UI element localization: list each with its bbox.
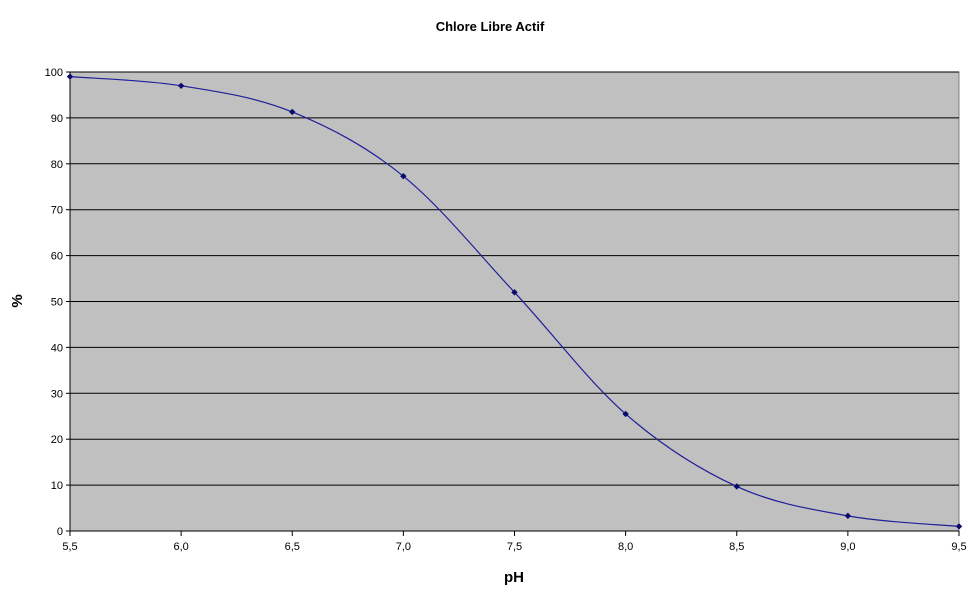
x-tick-label: 9,0 bbox=[840, 541, 855, 553]
x-tick-label: 6,5 bbox=[285, 541, 300, 553]
data-point-marker bbox=[733, 483, 740, 490]
y-axis: 0 10 20 30 40 50 60 70 80 90 100 bbox=[45, 67, 71, 538]
y-tick-label: 0 bbox=[57, 526, 63, 538]
x-tick-label: 6,0 bbox=[173, 541, 188, 553]
chart-title: Chlore Libre Actif bbox=[436, 19, 545, 34]
data-point-marker bbox=[622, 410, 629, 418]
data-point-marker bbox=[955, 523, 963, 530]
x-tick-label: 9,5 bbox=[951, 541, 966, 553]
x-tick-label: 7,5 bbox=[507, 541, 522, 553]
data-point-marker bbox=[177, 82, 185, 89]
y-tick-label: 50 bbox=[51, 297, 63, 309]
y-tick-label: 90 bbox=[51, 113, 63, 125]
grid-lines bbox=[70, 71, 959, 486]
y-tick-label: 20 bbox=[51, 434, 63, 446]
y-axis-title: % bbox=[9, 294, 26, 307]
x-tick-label: 7,0 bbox=[396, 541, 411, 553]
series-markers bbox=[66, 73, 963, 530]
y-tick-label: 40 bbox=[51, 342, 63, 354]
y-tick-label: 80 bbox=[51, 159, 63, 171]
data-point-marker bbox=[400, 172, 407, 180]
y-tick-label: 30 bbox=[51, 388, 63, 400]
x-tick-label: 5,5 bbox=[62, 541, 77, 553]
x-axis-title: pH bbox=[504, 569, 524, 586]
y-tick-label: 70 bbox=[51, 205, 63, 217]
data-point-marker bbox=[844, 512, 852, 520]
x-tick-label: 8,5 bbox=[729, 541, 744, 553]
data-point-marker bbox=[511, 289, 518, 296]
data-point-marker bbox=[66, 73, 74, 80]
y-tick-label: 100 bbox=[45, 67, 63, 79]
x-axis: 5,5 6,0 6,5 7,0 7,5 8,0 8,5 9,0 9,5 bbox=[62, 530, 967, 553]
x-tick-label: 8,0 bbox=[618, 541, 633, 553]
y-tick-label: 60 bbox=[51, 251, 63, 263]
data-point-marker bbox=[289, 108, 296, 116]
y-tick-label: 10 bbox=[51, 480, 63, 492]
